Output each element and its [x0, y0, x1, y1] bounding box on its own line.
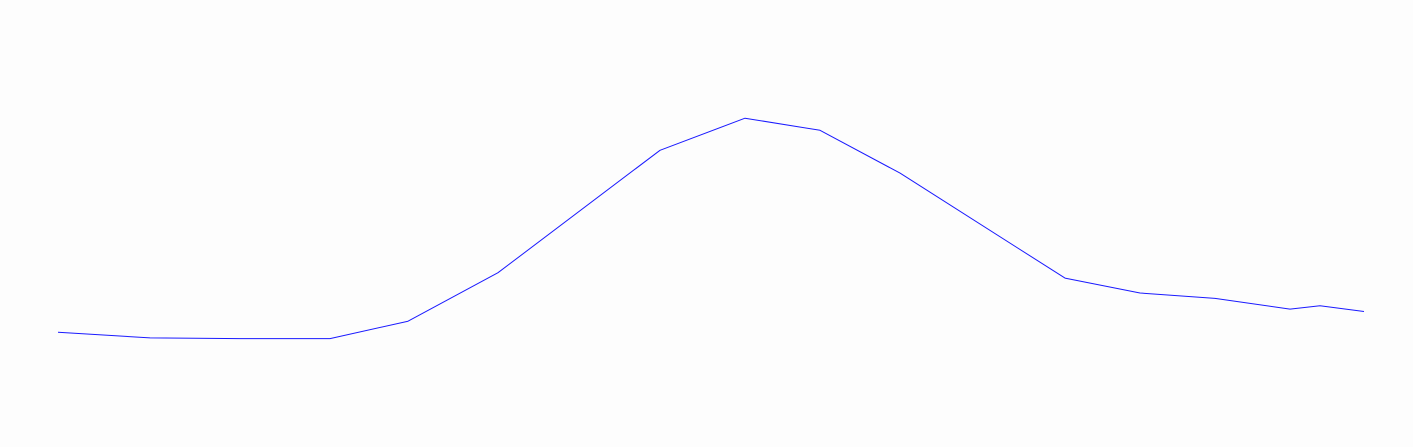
series-layer: [57, 117, 1365, 340]
series-line-0: [57, 117, 1365, 340]
